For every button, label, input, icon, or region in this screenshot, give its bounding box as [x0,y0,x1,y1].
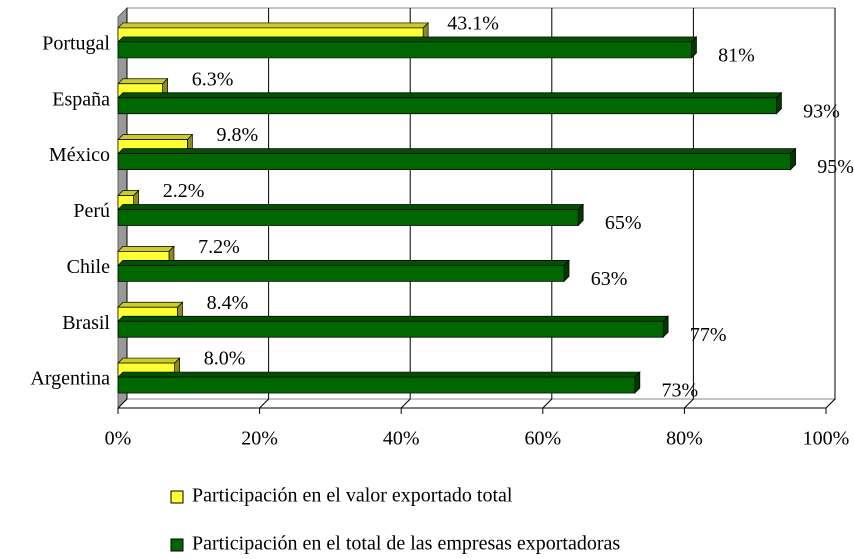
legend-label: Participación en el total de las empresa… [192,533,620,555]
floor [116,398,837,409]
data-label: 6.3% [192,68,234,90]
y-tick-label: Argentina [30,368,110,390]
bar [117,371,641,394]
data-label: 63% [591,268,628,290]
legend-swatch [170,538,184,552]
x-tick-label: 20% [241,428,278,450]
data-label: 2.2% [163,180,205,202]
data-label: 81% [718,45,755,67]
data-label: 73% [662,380,699,402]
data-label: 43.1% [447,13,499,35]
grid-line [259,8,270,409]
data-label: 65% [605,212,642,234]
y-tick-label: España [52,88,110,110]
bar [117,36,698,59]
grid-line [825,8,836,409]
grid-line [400,8,411,409]
data-label: 8.0% [204,348,246,370]
data-label: 93% [803,100,840,122]
data-label: 95% [817,156,854,178]
bar [117,91,783,115]
data-label: 77% [690,324,727,346]
y-tick-label: Brasil [62,312,110,334]
legend-swatch [170,490,184,504]
x-tick-label: 0% [105,428,132,450]
x-tick-label: 40% [383,428,420,450]
bar [117,315,670,339]
x-tick-label: 100% [803,428,850,450]
y-tick-label: Portugal [42,33,110,55]
data-label: 7.2% [198,236,240,258]
data-label: 8.4% [207,292,249,314]
grid-line [542,8,553,409]
back-wall [126,7,836,400]
y-tick-label: Perú [73,200,110,222]
x-tick-label: 80% [666,428,703,450]
y-tick-label: México [49,144,110,166]
bar [117,259,570,283]
y-tick-label: Chile [67,256,110,278]
data-label: 9.8% [217,124,259,146]
bar [117,203,585,227]
x-tick-label: 60% [524,428,561,450]
bar [117,147,797,171]
grid-line [684,8,694,409]
legend-label: Participación en el valor exportado tota… [192,485,513,507]
